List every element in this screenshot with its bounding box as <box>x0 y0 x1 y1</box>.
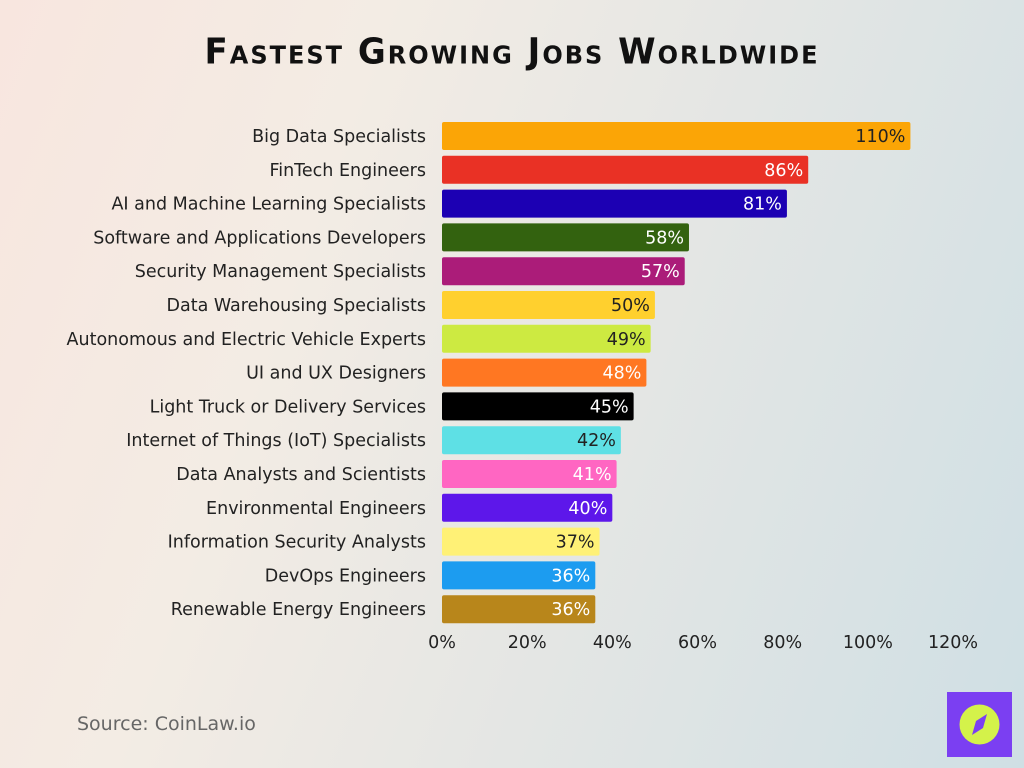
data-label: 41% <box>573 465 612 485</box>
data-label: 36% <box>551 600 590 620</box>
data-label: 110% <box>855 127 905 147</box>
chart-title: Fastest Growing Jobs Worldwide <box>204 31 820 73</box>
bar <box>442 358 647 387</box>
category-label: Information Security Analysts <box>168 533 426 553</box>
category-label: Renewable Energy Engineers <box>171 600 426 620</box>
category-label: Software and Applications Developers <box>93 228 426 248</box>
logo <box>947 692 1012 757</box>
compass-icon <box>959 704 1000 745</box>
bar <box>442 223 689 252</box>
bar <box>442 527 600 556</box>
x-tick-label: 80% <box>763 633 802 653</box>
bar <box>442 595 596 624</box>
bar <box>442 493 613 522</box>
bar <box>442 392 634 421</box>
data-label: 49% <box>607 330 646 350</box>
bar <box>442 460 617 488</box>
x-tick-label: 0% <box>428 633 456 653</box>
data-label: 86% <box>764 161 803 181</box>
source-note: Source: CoinLaw.io <box>77 713 256 735</box>
data-label: 37% <box>556 533 595 553</box>
x-tick-label: 60% <box>678 633 717 653</box>
data-label: 50% <box>611 296 650 316</box>
x-tick-label: 40% <box>593 633 632 653</box>
data-label: 48% <box>602 364 641 384</box>
x-tick-label: 20% <box>508 633 547 653</box>
bar <box>442 426 621 455</box>
bar <box>442 291 655 319</box>
bar <box>442 189 787 218</box>
data-label: 36% <box>551 566 590 586</box>
category-label: DevOps Engineers <box>265 566 426 586</box>
category-label: Big Data Specialists <box>252 127 426 147</box>
bar <box>442 561 596 590</box>
data-label: 40% <box>568 499 607 519</box>
category-label: Security Management Specialists <box>135 262 426 282</box>
data-label: 81% <box>743 195 782 215</box>
data-label: 57% <box>641 262 680 282</box>
data-label: 42% <box>577 431 616 451</box>
bar <box>442 122 911 150</box>
category-label: Internet of Things (IoT) Specialists <box>126 431 426 451</box>
category-label: Light Truck or Delivery Services <box>150 397 426 417</box>
category-label: Data Warehousing Specialists <box>167 296 426 316</box>
category-label: Autonomous and Electric Vehicle Experts <box>67 330 426 350</box>
category-label: AI and Machine Learning Specialists <box>111 195 426 215</box>
category-label: FinTech Engineers <box>269 161 426 181</box>
bar <box>442 257 685 286</box>
x-tick-label: 120% <box>928 633 978 653</box>
category-label: Data Analysts and Scientists <box>176 465 426 485</box>
category-label: Environmental Engineers <box>206 499 426 519</box>
data-label: 58% <box>645 228 684 248</box>
x-tick-label: 100% <box>843 633 893 653</box>
bar <box>442 155 809 184</box>
bar <box>442 324 651 353</box>
category-label: UI and UX Designers <box>246 364 426 384</box>
data-label: 45% <box>590 397 629 417</box>
